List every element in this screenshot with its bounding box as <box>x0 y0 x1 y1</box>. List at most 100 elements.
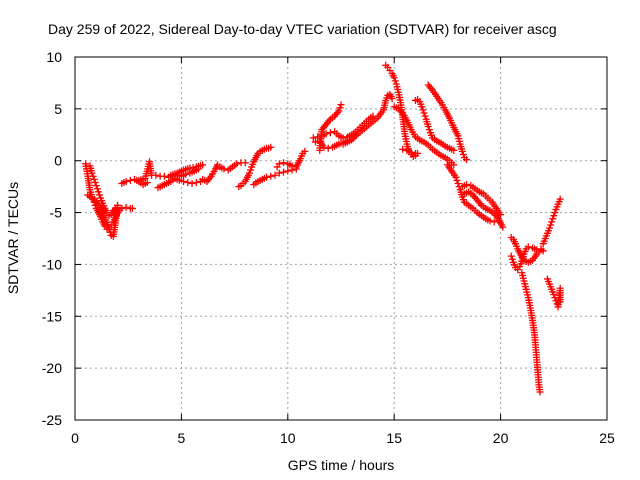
data-point <box>89 172 97 180</box>
data-point <box>450 146 458 154</box>
series-arc-9 <box>235 143 275 191</box>
data-point <box>508 255 516 263</box>
series-arc-26 <box>507 243 545 274</box>
data-point <box>271 171 279 179</box>
data-point <box>418 103 426 111</box>
data-point <box>419 106 427 114</box>
data-point <box>454 180 462 188</box>
data-point <box>524 243 532 251</box>
series-arc-11 <box>273 147 309 171</box>
data-point <box>280 168 288 176</box>
data-point <box>91 178 99 186</box>
series-arc-28 <box>539 195 564 248</box>
data-point <box>390 74 398 82</box>
data-point <box>247 166 255 174</box>
data-point <box>348 136 356 144</box>
data-point <box>94 188 102 196</box>
data-point <box>547 221 555 229</box>
series-arc-20 <box>411 96 458 154</box>
data-points <box>82 61 564 396</box>
x-tick-label: 15 <box>386 430 402 446</box>
data-point <box>122 203 130 211</box>
data-point <box>399 145 407 153</box>
y-axis-label: SDTVAR / TECUs <box>5 182 21 294</box>
data-point <box>499 223 507 231</box>
y-tick-label: -25 <box>42 412 62 428</box>
data-point <box>550 291 558 299</box>
data-point <box>349 134 357 142</box>
data-point <box>556 298 564 306</box>
data-point <box>463 181 471 189</box>
series-arc-12 <box>275 165 300 177</box>
series-arc-3 <box>86 162 122 220</box>
series-arc-2 <box>84 191 122 240</box>
series-arc-7 <box>167 161 207 179</box>
series-arc-21 <box>424 81 471 164</box>
data-point <box>537 245 545 253</box>
data-point <box>452 173 460 181</box>
data-point <box>388 94 396 102</box>
y-tick-label: -15 <box>42 308 62 324</box>
data-point <box>352 131 360 139</box>
x-tick-label: 0 <box>71 430 79 446</box>
data-point <box>336 104 344 112</box>
data-point <box>486 217 494 225</box>
data-point <box>497 211 505 219</box>
data-point <box>301 147 309 155</box>
data-point <box>122 177 130 185</box>
data-point <box>324 144 332 152</box>
y-tick-labels: -25 -20 -15 -10 -5 0 5 10 <box>42 49 62 428</box>
data-point <box>424 122 432 130</box>
grid-lines <box>75 57 607 420</box>
plot-frame <box>74 56 608 421</box>
axis-ticks <box>74 56 608 421</box>
data-point <box>320 143 328 151</box>
data-point <box>95 191 103 199</box>
x-tick-labels: 0 5 10 15 20 25 <box>71 430 615 446</box>
data-point <box>175 176 183 184</box>
series-arc-15 <box>316 101 345 154</box>
data-point <box>490 218 498 226</box>
data-point <box>143 178 151 186</box>
y-tick-label: -5 <box>50 205 63 221</box>
data-point <box>114 201 122 209</box>
data-point <box>199 161 207 169</box>
data-point <box>339 134 347 142</box>
data-point <box>326 129 334 137</box>
series-arc-24 <box>460 188 507 231</box>
data-point <box>275 169 283 177</box>
data-point <box>88 169 96 177</box>
data-point <box>351 133 359 141</box>
data-point <box>267 143 275 151</box>
data-point <box>420 109 428 117</box>
x-tick-label: 20 <box>493 430 509 446</box>
data-point <box>549 215 557 223</box>
data-point <box>188 180 196 188</box>
data-point <box>546 224 554 232</box>
series-arc-23 <box>458 181 505 219</box>
x-tick-label: 5 <box>178 430 186 446</box>
data-point <box>292 165 300 173</box>
data-point <box>220 165 228 173</box>
data-point <box>90 175 98 183</box>
data-point <box>267 172 275 180</box>
data-point <box>463 156 471 164</box>
series-arc-27 <box>518 269 544 396</box>
data-point <box>241 159 249 167</box>
y-tick-label: 10 <box>46 49 62 65</box>
y-tick-label: 0 <box>54 153 62 169</box>
data-point <box>556 195 564 203</box>
series-arc-18 <box>390 103 458 169</box>
data-point <box>275 160 283 168</box>
data-point <box>263 173 271 181</box>
data-point <box>288 166 296 174</box>
data-point <box>425 126 433 134</box>
series-arc-17 <box>382 61 422 161</box>
data-point <box>92 182 100 190</box>
chart-title: Day 259 of 2022, Sidereal Day-to-day VTE… <box>48 21 557 37</box>
data-point <box>536 388 544 396</box>
data-point <box>309 134 317 142</box>
y-tick-label: 5 <box>54 101 62 117</box>
